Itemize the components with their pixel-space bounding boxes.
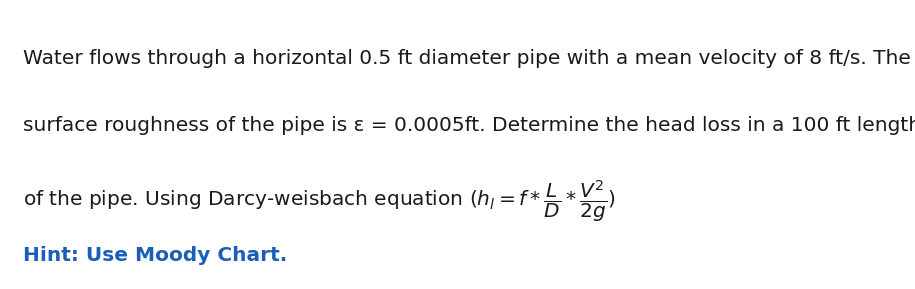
Text: Hint: Use Moody Chart.: Hint: Use Moody Chart. [23,246,287,265]
Text: of the pipe. Using Darcy-weisbach equation ($h_l = f * \dfrac{L}{D} * \dfrac{V^2: of the pipe. Using Darcy-weisbach equati… [23,179,616,225]
Text: Water flows through a horizontal 0.5 ft diameter pipe with a mean velocity of 8 : Water flows through a horizontal 0.5 ft … [23,49,910,68]
Text: surface roughness of the pipe is ε = 0.0005ft. Determine the head loss in a 100 : surface roughness of the pipe is ε = 0.0… [23,116,915,135]
